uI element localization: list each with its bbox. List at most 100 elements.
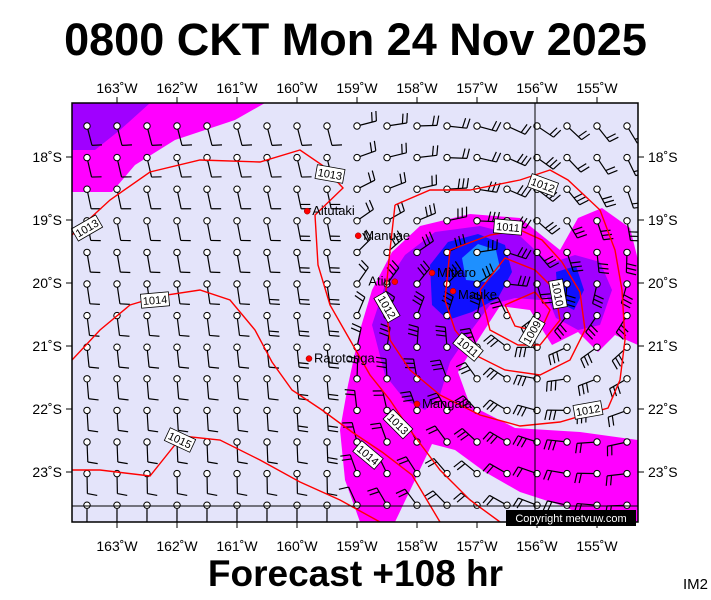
wind-barb xyxy=(113,280,130,305)
wind-barb xyxy=(293,185,312,210)
wind-barb xyxy=(375,356,391,383)
wind-barb xyxy=(113,438,128,465)
city-manuae: Manuae xyxy=(354,228,410,243)
isobar-value: 1010 xyxy=(549,281,565,307)
isobar-line xyxy=(504,291,551,333)
wind-barb xyxy=(323,375,339,401)
wind-barb xyxy=(233,122,252,146)
wind-barb xyxy=(263,217,281,242)
wind-barb xyxy=(173,375,189,401)
wind-barb xyxy=(400,391,421,415)
isobar-value: 1014 xyxy=(142,294,167,308)
wind-barb xyxy=(173,406,189,433)
wind-barb xyxy=(323,343,340,369)
lon-label-top: 163˚W xyxy=(96,80,138,96)
wind-barb xyxy=(563,185,589,206)
wind-barb xyxy=(482,431,511,446)
wind-barb xyxy=(443,261,462,288)
wind-barb xyxy=(482,463,511,478)
wind-barb xyxy=(293,469,308,497)
wind-barb xyxy=(473,151,502,163)
isobar-line xyxy=(72,435,381,522)
image-id: IM2 xyxy=(683,576,709,593)
wind-barb xyxy=(173,217,191,242)
wind-barb xyxy=(83,185,102,210)
wind-barb xyxy=(173,469,188,497)
wind-barb xyxy=(350,323,362,351)
lat-label-left: 23˚S xyxy=(32,464,62,480)
wind-barb xyxy=(482,367,511,383)
wind-barb xyxy=(323,311,340,337)
wind-barb xyxy=(353,110,377,130)
rain-very-heavy-area xyxy=(462,244,500,282)
wind-barb xyxy=(367,487,391,509)
isobar-value: 1013 xyxy=(317,167,343,183)
wind-barb xyxy=(593,185,617,208)
wind-barb xyxy=(83,153,102,178)
wind-barb xyxy=(203,122,222,146)
wind-barb xyxy=(427,392,451,415)
wind-barb xyxy=(173,185,192,210)
wind-barb xyxy=(263,501,271,522)
wind-barb xyxy=(143,343,160,369)
wind-barb xyxy=(353,229,372,257)
city-label: Mangaia xyxy=(422,396,473,411)
wind-barb xyxy=(443,206,468,225)
isobar-label: 1011 xyxy=(493,218,523,236)
wind-barb xyxy=(503,122,532,135)
city-marker xyxy=(428,269,436,277)
wind-barb xyxy=(143,185,162,210)
wind-barb xyxy=(173,343,190,369)
wind-barb xyxy=(293,122,312,146)
city-marker xyxy=(354,232,362,239)
wind-barb xyxy=(83,280,100,305)
city-mitiaro: Mitiaro xyxy=(428,265,476,280)
wind-barb xyxy=(372,390,391,415)
wind-barb xyxy=(203,501,211,522)
wind-barb xyxy=(344,389,361,415)
wind-barb xyxy=(353,259,369,288)
wind-barb xyxy=(593,153,618,175)
wind-barb xyxy=(173,248,191,274)
wind-barb xyxy=(353,290,366,320)
wind-barb xyxy=(435,325,451,351)
forecast-label: Forecast +108 hr xyxy=(207,553,504,594)
wind-barb xyxy=(396,456,421,478)
wind-barb xyxy=(533,153,562,170)
city-label: Rarotonga xyxy=(314,351,375,366)
wind-barb xyxy=(83,469,98,497)
wind-barb xyxy=(143,311,160,337)
wind-barb xyxy=(574,469,601,484)
lat-label-right: 19˚S xyxy=(648,212,678,228)
wind-barb xyxy=(483,334,511,351)
wind-barb xyxy=(370,422,391,446)
wind-barb xyxy=(580,343,601,369)
wind-barb xyxy=(263,185,282,210)
wind-barb xyxy=(563,153,590,173)
wind-barb xyxy=(338,486,361,509)
wind-barb xyxy=(543,438,571,451)
wind-barb xyxy=(323,280,340,305)
wind-barb xyxy=(203,280,220,305)
lat-label-right: 22˚S xyxy=(648,401,678,417)
wind-barb xyxy=(83,122,102,146)
wind-barb xyxy=(425,425,451,446)
lat-label-right: 18˚S xyxy=(648,149,678,165)
lat-label-left: 22˚S xyxy=(32,401,62,417)
wind-barb xyxy=(113,375,129,401)
city-marker xyxy=(413,400,421,408)
isobar-label: 1013 xyxy=(314,164,346,184)
wind-barb xyxy=(143,248,161,274)
isobar-line xyxy=(72,289,441,522)
wind-barb xyxy=(263,469,278,497)
wind-barb xyxy=(293,375,309,401)
isobar-line xyxy=(444,229,586,376)
wind-barb xyxy=(143,438,158,465)
wind-barb xyxy=(453,428,481,446)
wind-barb xyxy=(203,311,220,337)
wind-barb xyxy=(173,122,192,146)
wind-barb xyxy=(233,438,248,465)
wind-barb xyxy=(83,501,91,522)
wind-barb xyxy=(585,311,601,340)
